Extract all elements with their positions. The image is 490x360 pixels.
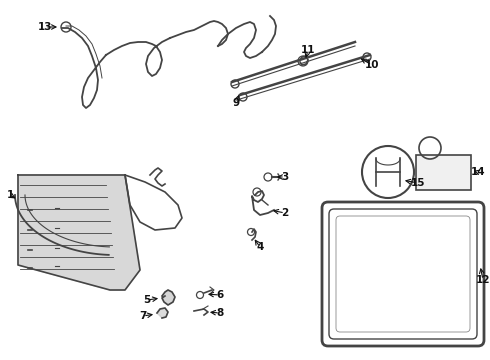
Text: 14: 14 — [471, 167, 485, 177]
Text: 7: 7 — [139, 311, 147, 321]
Text: 4: 4 — [256, 242, 264, 252]
Polygon shape — [18, 175, 140, 290]
Polygon shape — [157, 308, 168, 318]
Text: 1: 1 — [6, 190, 14, 200]
Circle shape — [363, 53, 371, 61]
Text: 12: 12 — [476, 275, 490, 285]
Text: 13: 13 — [38, 22, 52, 32]
Circle shape — [231, 80, 239, 88]
Text: 15: 15 — [411, 178, 425, 188]
Text: 11: 11 — [301, 45, 315, 55]
Text: 5: 5 — [144, 295, 150, 305]
Text: 2: 2 — [281, 208, 289, 218]
Text: 10: 10 — [365, 60, 379, 70]
Text: 6: 6 — [217, 290, 223, 300]
Circle shape — [239, 93, 247, 101]
Bar — [416, 155, 471, 190]
Text: 8: 8 — [217, 308, 223, 318]
Polygon shape — [162, 290, 175, 305]
Text: 9: 9 — [232, 98, 240, 108]
Text: 3: 3 — [281, 172, 289, 182]
